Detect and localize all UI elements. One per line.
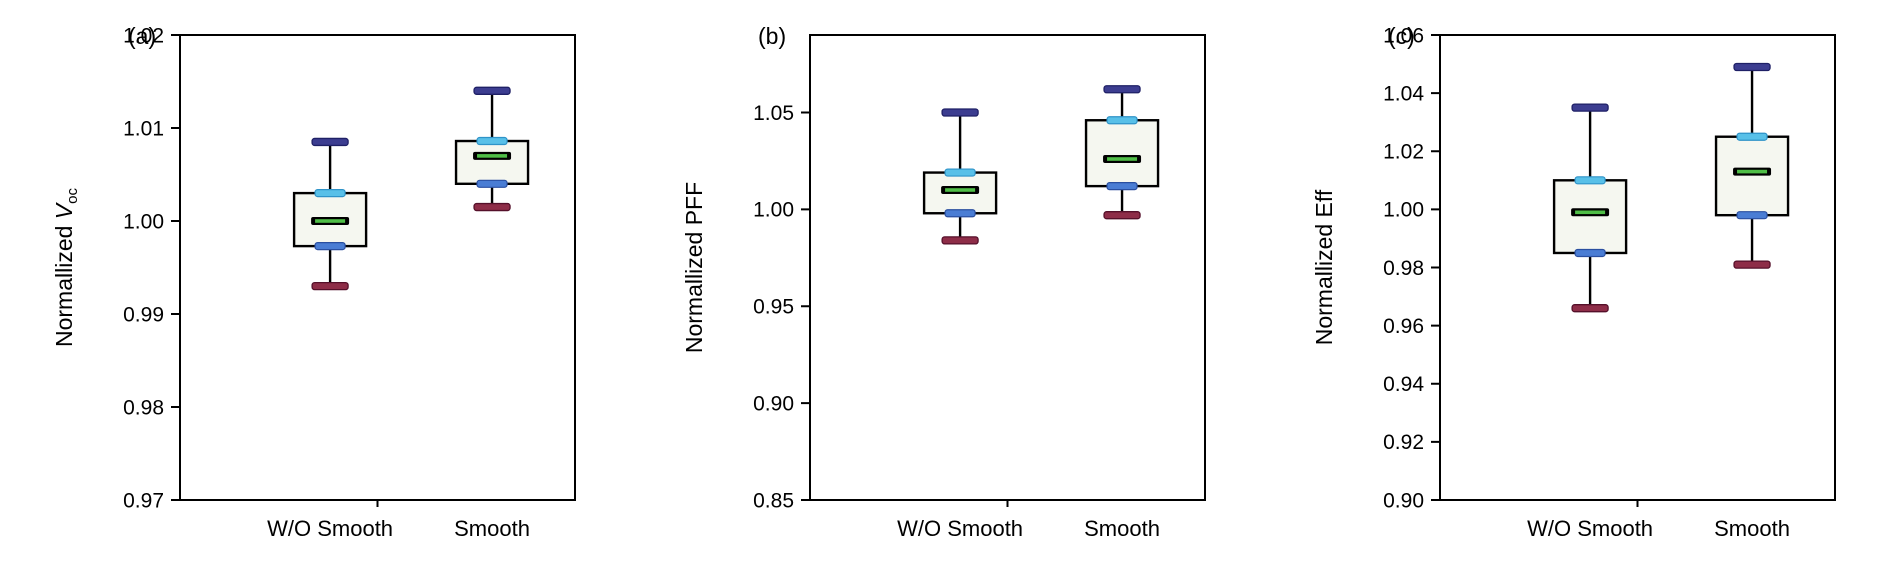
category-label: Smooth [1714, 516, 1790, 541]
whisker-cap-top [1571, 103, 1609, 112]
q1-marker [1736, 211, 1768, 220]
category-label: W/O Smooth [897, 516, 1023, 541]
y-tick-label: 0.90 [753, 392, 794, 415]
boxplot-normalized-pff: 0.85 0.90 0.95 1.00 1.05 W/O Smooth Smooth (b) N… [681, 23, 1206, 541]
whisker-cap-bottom [1733, 260, 1771, 269]
y-tick-label: 0.92 [1383, 431, 1424, 454]
q3-marker [1736, 132, 1768, 141]
box-iqr [1714, 135, 1790, 217]
box-iqr [454, 139, 530, 186]
y-tick-label: 0.99 [123, 303, 164, 326]
y-tick-label: 1.06 [1383, 24, 1424, 47]
y-tick-label: 1.02 [1383, 141, 1424, 164]
y-axis-title: Normallized Eff [1311, 189, 1337, 345]
y-tick-label: 1.02 [123, 24, 164, 47]
median-line-inner [945, 188, 976, 192]
y-tick-label: 0.94 [1383, 373, 1424, 396]
boxplot-normalized-eff: 0.90 0.92 0.94 0.96 0.98 1.00 1.02 1.04 1.06 W/O … [1311, 23, 1836, 541]
y-axis-title: Normallized Voc [51, 187, 81, 347]
y-tick-label: 1.04 [1383, 82, 1424, 105]
y-tick-label: 1.00 [753, 199, 794, 222]
boxplot-normalized-voc: 0.97 0.98 0.99 1.00 1.01 1.02 W/O Smooth Smooth… [51, 23, 576, 541]
y-tick-label: 0.97 [123, 489, 164, 512]
panel-label: (b) [758, 23, 786, 49]
median-line-inner [1575, 210, 1606, 215]
q3-marker [944, 168, 976, 177]
y-tick-label: 1.01 [123, 117, 164, 140]
median-line-inner [315, 219, 346, 223]
whisker-cap-bottom [311, 281, 349, 291]
q3-marker [1106, 116, 1138, 125]
q3-marker [314, 189, 346, 198]
whisker-cap-top [1103, 85, 1141, 94]
plot-frame [179, 34, 576, 501]
box-iqr [1084, 119, 1160, 188]
q3-marker [1574, 176, 1606, 185]
median-line-inner [477, 154, 508, 158]
median-line-inner [1737, 169, 1768, 174]
panel-b: 0.85 0.90 0.95 1.00 1.05 W/O Smooth Smooth (b) N… [630, 0, 1260, 562]
plot-frame [1439, 34, 1836, 501]
y-tick-label: 0.98 [123, 396, 164, 419]
y-tick-label: 0.96 [1383, 315, 1424, 338]
whisker-cap-top [941, 108, 979, 117]
box-iqr [1552, 179, 1628, 255]
whisker-cap-top [1733, 62, 1771, 72]
q1-marker [314, 242, 346, 251]
panel-a: 0.97 0.98 0.99 1.00 1.01 1.02 W/O Smooth Smooth… [0, 0, 630, 562]
y-tick-label: 0.90 [1383, 489, 1424, 512]
median-line-inner [1107, 157, 1138, 161]
whisker-cap-bottom [473, 202, 511, 212]
category-label: Smooth [454, 516, 530, 541]
whisker-cap-top [473, 86, 511, 95]
y-tick-label: 1.05 [753, 102, 794, 125]
whisker-cap-bottom [941, 236, 979, 245]
whisker-cap-top [311, 137, 349, 147]
y-tick-label: 0.98 [1383, 257, 1424, 280]
y-axis-title: Normallized PFF [681, 182, 707, 353]
plot-frame [809, 34, 1206, 501]
panel-label: (a) [128, 23, 156, 49]
whisker-cap-bottom [1103, 211, 1141, 220]
category-label: Smooth [1084, 516, 1160, 541]
q1-marker [476, 179, 508, 188]
y-tick-label: 0.85 [753, 489, 794, 512]
whisker-cap-bottom [1571, 304, 1609, 313]
panel-label: (c) [1388, 23, 1415, 49]
category-label: W/O Smooth [1527, 516, 1653, 541]
category-label: W/O Smooth [267, 516, 393, 541]
y-tick-label: 0.95 [753, 296, 794, 319]
q1-marker [1574, 248, 1606, 258]
y-tick-label: 1.00 [1383, 199, 1424, 222]
q3-marker [476, 136, 508, 146]
q1-marker [944, 209, 976, 218]
panel-c: 0.90 0.92 0.94 0.96 0.98 1.00 1.02 1.04 1.06 W/O … [1260, 0, 1890, 562]
y-tick-label: 1.00 [123, 210, 164, 233]
q1-marker [1106, 182, 1138, 191]
